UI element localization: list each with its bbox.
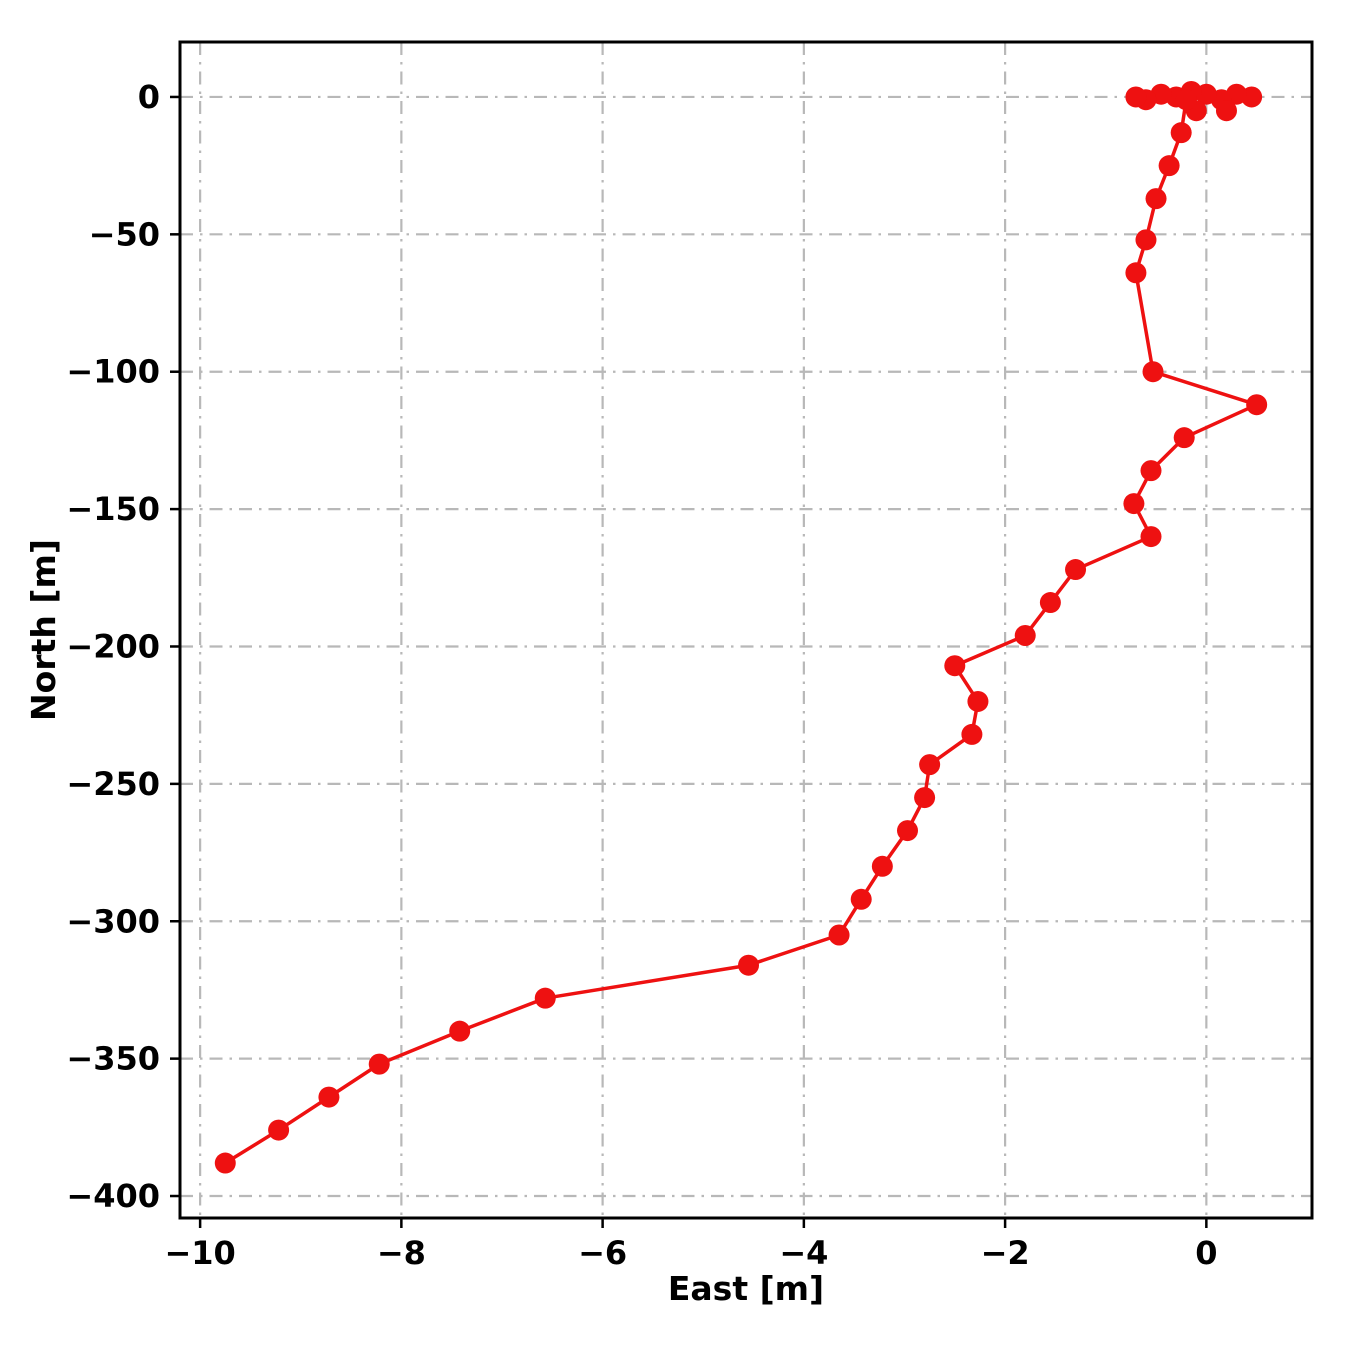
data-point-marker [1215, 100, 1237, 122]
data-point-marker [318, 1086, 340, 1108]
x-tick-label: −8 [377, 1234, 426, 1272]
plot-frame [178, 40, 1314, 1220]
data-point-marker [967, 690, 989, 712]
data-point-marker [944, 655, 966, 677]
data-point-marker [961, 723, 983, 745]
data-point-marker [1123, 493, 1145, 515]
data-point-marker [1039, 592, 1061, 614]
y-tick-label: −400 [66, 1177, 160, 1215]
y-axis-label: North [m] [24, 539, 63, 721]
data-point-marker [1175, 89, 1197, 111]
data-point-marker [1173, 427, 1195, 449]
x-axis-label: East [m] [668, 1269, 824, 1308]
y-tick-label: −150 [66, 490, 160, 528]
y-tick-label: −250 [66, 765, 160, 803]
y-tick-label: −300 [66, 902, 160, 940]
data-point-marker [738, 954, 760, 976]
data-point-marker [914, 787, 936, 809]
data-point-marker [828, 924, 850, 946]
data-point-marker [850, 888, 872, 910]
data-point-marker [1125, 262, 1147, 284]
data-point-marker [1140, 460, 1162, 482]
y-tick-label: −200 [66, 627, 160, 665]
data-point-marker [1170, 122, 1192, 144]
x-tick-label: −4 [779, 1234, 828, 1272]
data-point-marker [1158, 155, 1180, 177]
data-point-marker [871, 855, 893, 877]
data-point-marker [1065, 559, 1087, 581]
data-point-marker [534, 987, 556, 1009]
y-tick-label: −100 [66, 353, 160, 391]
x-tick-label: −10 [164, 1234, 235, 1272]
data-point-marker [1246, 394, 1268, 416]
data-point-marker [1140, 526, 1162, 548]
data-point-marker [919, 754, 941, 776]
data-point-marker [896, 820, 918, 842]
data-point-marker [449, 1020, 471, 1042]
x-tick-label: −6 [578, 1234, 627, 1272]
data-point-marker [1125, 86, 1147, 108]
data-point-marker [268, 1119, 290, 1141]
y-tick-label: −50 [89, 215, 160, 253]
x-tick-label: −2 [981, 1234, 1030, 1272]
data-point-marker [214, 1152, 236, 1174]
data-point-marker [1142, 361, 1164, 383]
x-tick-label: 0 [1195, 1234, 1217, 1272]
data-point-marker [368, 1053, 390, 1075]
trajectory-line [223, 89, 1259, 1165]
data-point-marker [1014, 624, 1036, 646]
data-point-marker [1145, 188, 1167, 210]
data-point-marker [1135, 229, 1157, 251]
y-tick-label: −350 [66, 1040, 160, 1078]
y-tick-label: 0 [138, 78, 160, 116]
